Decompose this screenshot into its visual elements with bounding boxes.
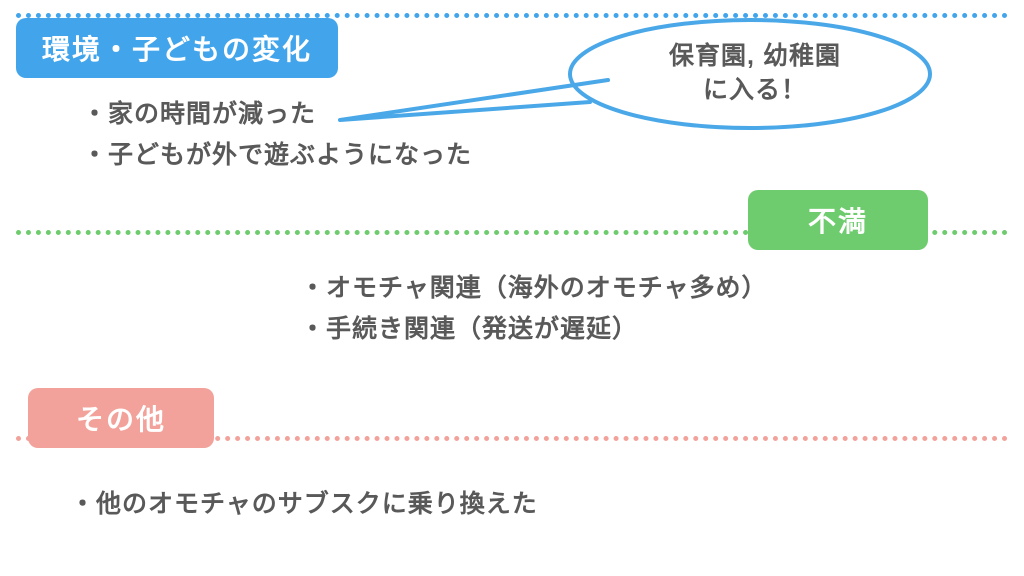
bullets-complaint: オモチャ関連（海外のオモチャ多め） 手続き関連（発送が遅延） xyxy=(300,268,768,351)
tag-complaint-label: 不満 xyxy=(808,206,868,237)
bubble-line1: 保育園, 幼稚園 xyxy=(640,40,870,74)
tag-environment-label: 環境・子どもの変化 xyxy=(42,34,312,65)
tag-other-label: その他 xyxy=(76,404,166,435)
list-item: 手続き関連（発送が遅延） xyxy=(300,309,768,350)
speech-bubble-text: 保育園, 幼稚園 に入る！ xyxy=(640,40,870,108)
tag-environment: 環境・子どもの変化 xyxy=(16,18,338,78)
list-item: オモチャ関連（海外のオモチャ多め） xyxy=(300,268,768,309)
list-item: 他のオモチャのサブスクに乗り換えた xyxy=(70,484,538,525)
tag-complaint: 不満 xyxy=(748,190,928,250)
bullets-other: 他のオモチャのサブスクに乗り換えた xyxy=(70,484,538,525)
tag-other: その他 xyxy=(28,388,214,448)
bubble-line2: に入る！ xyxy=(640,74,870,108)
